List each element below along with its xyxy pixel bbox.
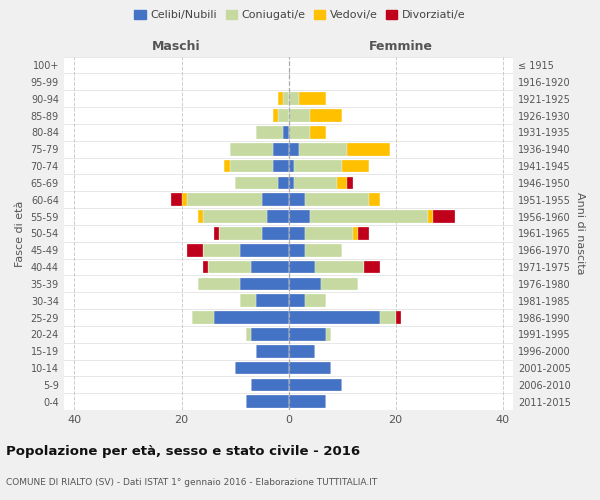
Bar [289,126,310,138]
Bar [320,278,358,290]
Bar [230,160,272,172]
Bar [235,362,289,374]
Bar [251,261,289,274]
Bar [203,210,267,223]
Bar [208,261,251,274]
Bar [241,294,256,307]
Bar [347,176,353,189]
Bar [262,227,289,239]
Bar [358,227,369,239]
Y-axis label: Fasce di età: Fasce di età [15,200,25,266]
Bar [197,278,241,290]
Bar [369,194,380,206]
Bar [395,312,401,324]
Bar [272,160,289,172]
Bar [305,244,342,256]
Bar [380,312,395,324]
Bar [235,176,278,189]
Bar [305,194,369,206]
Bar [289,244,305,256]
Bar [316,261,364,274]
Bar [187,244,203,256]
Bar [251,328,289,340]
Bar [289,176,294,189]
Bar [197,210,203,223]
Bar [364,261,380,274]
Bar [246,328,251,340]
Bar [289,261,316,274]
Bar [337,176,347,189]
Bar [294,160,342,172]
Bar [272,143,289,156]
Bar [283,126,289,138]
Bar [267,210,289,223]
Text: COMUNE DI RIALTO (SV) - Dati ISTAT 1° gennaio 2016 - Elaborazione TUTTITALIA.IT: COMUNE DI RIALTO (SV) - Dati ISTAT 1° ge… [6,478,377,487]
Bar [256,126,283,138]
Bar [283,92,289,105]
Bar [299,143,347,156]
Bar [289,345,316,358]
Bar [246,396,289,408]
Bar [182,194,187,206]
Bar [289,143,299,156]
Bar [433,210,455,223]
Text: Popolazione per età, sesso e stato civile - 2016: Popolazione per età, sesso e stato civil… [6,445,360,458]
Y-axis label: Anni di nascita: Anni di nascita [575,192,585,274]
Bar [347,143,390,156]
Bar [230,143,272,156]
Bar [262,194,289,206]
Legend: Celibi/Nubili, Coniugati/e, Vedovi/e, Divorziati/e: Celibi/Nubili, Coniugati/e, Vedovi/e, Di… [130,6,470,25]
Bar [203,261,208,274]
Bar [289,328,326,340]
Bar [289,92,299,105]
Bar [289,278,320,290]
Bar [289,110,310,122]
Bar [278,92,283,105]
Bar [289,294,305,307]
Bar [289,362,331,374]
Bar [278,110,289,122]
Bar [241,244,289,256]
Bar [171,194,182,206]
Text: Femmine: Femmine [369,40,433,54]
Bar [310,210,428,223]
Bar [203,244,241,256]
Bar [305,294,326,307]
Bar [272,110,278,122]
Bar [214,227,219,239]
Bar [256,294,289,307]
Bar [289,160,294,172]
Bar [192,312,214,324]
Bar [353,227,358,239]
Bar [305,227,353,239]
Bar [326,328,331,340]
Bar [294,176,337,189]
Bar [256,345,289,358]
Bar [187,194,262,206]
Bar [289,396,326,408]
Bar [299,92,326,105]
Text: Maschi: Maschi [152,40,200,54]
Bar [289,378,342,391]
Bar [289,227,305,239]
Bar [214,312,289,324]
Bar [310,126,326,138]
Bar [342,160,369,172]
Bar [224,160,230,172]
Bar [219,227,262,239]
Bar [278,176,289,189]
Bar [310,110,342,122]
Bar [241,278,289,290]
Bar [289,210,310,223]
Bar [289,194,305,206]
Bar [428,210,433,223]
Bar [251,378,289,391]
Bar [289,312,380,324]
